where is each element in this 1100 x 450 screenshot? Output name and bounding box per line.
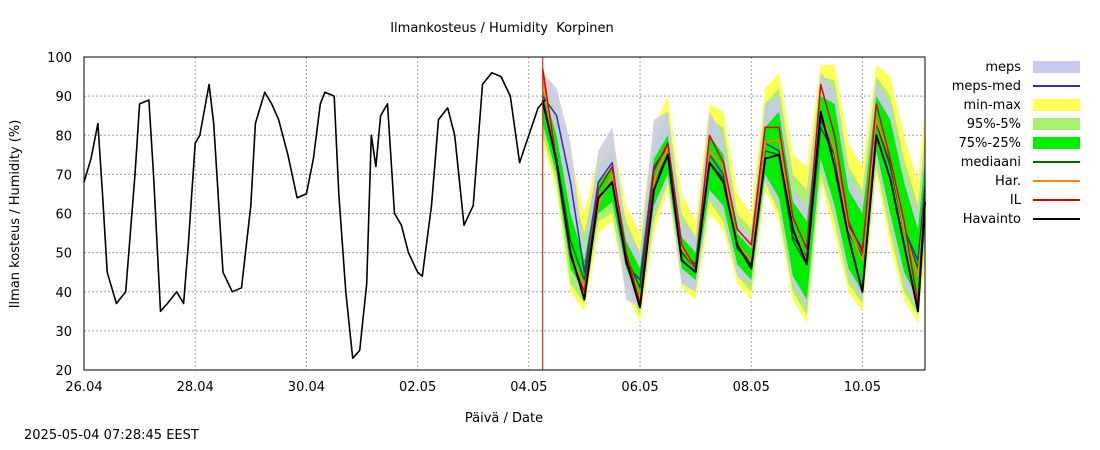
- x-tick-label: 10.05: [844, 380, 881, 395]
- y-axis-label: Ilman kosteus / Humidity (%): [8, 120, 23, 309]
- legend-label: mediaani: [961, 155, 1021, 170]
- legend-label: Havainto: [963, 212, 1021, 227]
- legend-label: IL: [1010, 193, 1022, 208]
- chart-title: Ilmankosteus / Humidity Korpinen: [390, 21, 614, 36]
- grid: [83, 56, 925, 371]
- line-il: [541, 68, 926, 305]
- series-lines: [83, 68, 926, 360]
- y-tick-label: 20: [55, 364, 72, 379]
- y-tick-label: 50: [55, 247, 72, 262]
- x-axis-label: Päivä / Date: [465, 411, 543, 426]
- legend-label: meps-med: [952, 79, 1021, 94]
- legend-swatch: [1033, 118, 1080, 130]
- y-tick-label: 80: [55, 129, 72, 144]
- line-havainto-observed: [83, 71, 546, 360]
- legend-label: 95%-5%: [967, 117, 1021, 132]
- x-axis-ticks: 26.04 28.04 30.04 02.05 04.05 06.05 08.05 10.05: [65, 380, 881, 395]
- y-tick-label: 90: [55, 90, 72, 105]
- x-tick-label: 06.05: [621, 380, 658, 395]
- x-tick-label: 02.05: [399, 380, 436, 395]
- y-tick-label: 60: [55, 208, 72, 223]
- plot-frame: [83, 56, 926, 371]
- legend-swatch: [1033, 99, 1080, 111]
- y-tick-label: 70: [55, 168, 72, 183]
- y-axis-ticks: 20 30 40 50 60 70 80 90 100: [47, 51, 72, 379]
- line-havainto-forecast: [541, 99, 926, 313]
- legend-label: min-max: [963, 98, 1021, 113]
- legend-label: Har.: [995, 174, 1021, 189]
- band-75-25-: [542, 88, 925, 300]
- y-tick-label: 40: [55, 286, 72, 301]
- timestamp: 2025-05-04 07:28:45 EEST: [24, 428, 199, 443]
- x-tick-label: 26.04: [65, 380, 102, 395]
- legend-swatch: [1033, 137, 1080, 149]
- legend-label: meps: [985, 60, 1021, 75]
- x-tick-label: 08.05: [733, 380, 770, 395]
- x-tick-label: 04.05: [510, 380, 547, 395]
- legend-label: 75%-25%: [959, 136, 1021, 151]
- y-tick-label: 30: [55, 325, 72, 340]
- x-tick-label: 28.04: [177, 380, 214, 395]
- legend-swatch: [1033, 61, 1080, 73]
- legend: meps meps-med min-max 95%-5% 75%-25% mediaani…: [952, 60, 1080, 227]
- x-tick-label: 30.04: [288, 380, 325, 395]
- y-tick-label: 100: [47, 51, 72, 66]
